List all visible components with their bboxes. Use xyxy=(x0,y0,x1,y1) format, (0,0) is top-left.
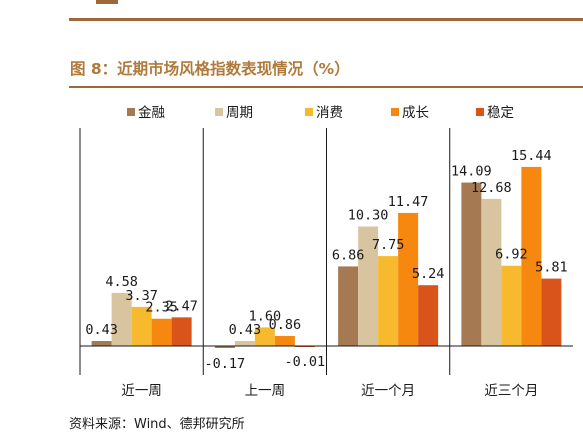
header-tab-mark xyxy=(96,0,118,4)
legend-swatch-稳定 xyxy=(476,108,484,116)
legend-swatch-消费 xyxy=(305,108,313,116)
legend-swatch-金融 xyxy=(127,108,135,116)
data-label: 15.44 xyxy=(511,148,552,164)
bar-金融-近一个月 xyxy=(338,266,359,346)
data-label: 14.09 xyxy=(451,164,492,180)
bar-金融-近一周 xyxy=(91,341,112,346)
legend-label: 周期 xyxy=(226,105,253,121)
data-label: 6.92 xyxy=(495,247,528,263)
bar-金融-近三个月 xyxy=(461,182,482,346)
bar-成长-上一周 xyxy=(274,336,295,346)
bar-金融-上一周 xyxy=(214,346,235,348)
data-label: 0.43 xyxy=(85,322,118,338)
bar-消费-近三个月 xyxy=(501,265,522,346)
data-label: -0.17 xyxy=(205,356,246,372)
bar-周期-上一周 xyxy=(234,341,255,346)
bar-消费-近一周 xyxy=(131,306,152,346)
legend-label: 稳定 xyxy=(487,105,514,121)
legend-label: 成长 xyxy=(402,105,429,121)
x-tick-label: 近一周 xyxy=(121,383,162,399)
data-label: 12.68 xyxy=(471,180,512,196)
bar-周期-近一个月 xyxy=(358,226,379,346)
data-label: 10.30 xyxy=(348,208,389,224)
bar-周期-近三个月 xyxy=(481,198,502,346)
bar-消费-近一个月 xyxy=(378,256,399,346)
data-label: 2.35 xyxy=(145,300,178,316)
x-tick-label: 近三个月 xyxy=(484,383,538,399)
bar-消费-上一周 xyxy=(254,327,275,346)
data-label: -0.01 xyxy=(285,354,326,370)
x-tick-label: 近一个月 xyxy=(361,383,415,399)
legend-label: 消费 xyxy=(316,105,343,121)
data-label: 0.43 xyxy=(229,322,262,338)
data-label: 3.37 xyxy=(125,288,158,304)
bar-周期-近一周 xyxy=(111,292,132,346)
figure-title: 图 8：近期市场风格指数表现情况（%） xyxy=(70,60,350,78)
legend-swatch-周期 xyxy=(215,108,223,116)
data-label: 5.81 xyxy=(535,260,568,276)
bar-稳定-近三个月 xyxy=(541,278,562,346)
data-label: 4.58 xyxy=(105,274,138,290)
title-rule xyxy=(69,86,583,88)
header-rule xyxy=(69,18,583,21)
x-tick-label: 上一周 xyxy=(245,383,286,399)
bar-稳定-近一个月 xyxy=(418,285,439,346)
data-label: 6.86 xyxy=(332,247,365,263)
bar-成长-近一周 xyxy=(151,318,172,346)
data-label: 2.47 xyxy=(165,298,198,314)
data-label: 11.47 xyxy=(388,194,429,210)
data-label: 0.86 xyxy=(269,317,302,333)
bar-成长-近一个月 xyxy=(398,212,419,346)
bar-成长-近三个月 xyxy=(521,166,542,346)
source-note: 资料来源：Wind、德邦研究所 xyxy=(69,417,245,432)
bar-稳定-近一周 xyxy=(171,317,192,346)
data-label: 7.75 xyxy=(372,237,405,253)
data-label: 1.60 xyxy=(249,308,282,324)
data-label: 5.24 xyxy=(412,266,445,282)
legend-label: 金融 xyxy=(138,105,165,121)
legend-swatch-成长 xyxy=(391,108,399,116)
